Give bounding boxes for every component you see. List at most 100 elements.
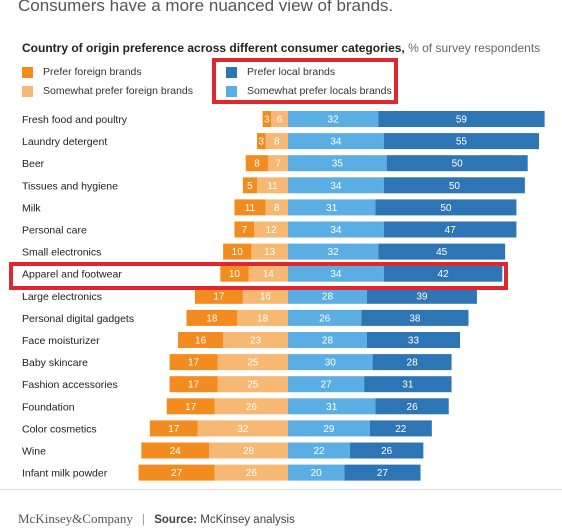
bar-color-cosmetics-somewhat-prefer-locals-brands	[288, 420, 370, 437]
bar-foundation-prefer-foreign-brands	[166, 398, 215, 415]
bar-color-cosmetics-prefer-local-brands	[369, 420, 432, 437]
source-label: Source:	[154, 514, 198, 526]
bar-small-electronics-prefer-foreign-brands	[223, 243, 252, 260]
bar-fresh-food-and-poultry-somewhat-prefer-locals-brands	[288, 111, 379, 127]
legend-prefer-foreign: Prefer foreign brands	[22, 65, 142, 79]
legend-prefer-local: Prefer local brands	[226, 65, 335, 79]
value-label-infant-milk-powder-somewhat-prefer-locals-brands: 20	[311, 468, 323, 479]
bar-personal-care-somewhat-prefer-locals-brands	[288, 221, 384, 238]
bar-face-moisturizer-prefer-foreign-brands	[178, 332, 224, 348]
bar-fresh-food-and-poultry-prefer-foreign-brands	[262, 111, 272, 127]
value-label-color-cosmetics-prefer-foreign-brands: 17	[168, 424, 180, 435]
category-label-color-cosmetics: Color cosmetics	[22, 423, 97, 435]
value-label-fashion-accessories-somewhat-prefer-foreign-brands: 25	[247, 380, 259, 391]
category-label-personal-digital-gadgets: Personal digital gadgets	[22, 313, 134, 325]
value-label-face-moisturizer-prefer-local-brands: 33	[408, 336, 420, 347]
category-label-infant-milk-powder: Infant milk powder	[22, 468, 108, 480]
bar-tissues-and-hygiene-somewhat-prefer-locals-brands	[288, 177, 384, 194]
value-label-small-electronics-somewhat-prefer-locals-brands: 32	[328, 247, 340, 258]
category-label-face-moisturizer: Face moisturizer	[22, 335, 100, 347]
legend-somewhat-foreign: Somewhat prefer foreign brands	[22, 84, 193, 98]
value-label-beer-prefer-local-brands: 50	[452, 159, 464, 170]
value-label-fresh-food-and-poultry-prefer-foreign-brands: 3	[264, 115, 270, 126]
value-label-milk-prefer-local-brands: 50	[440, 203, 452, 214]
bar-face-moisturizer-prefer-local-brands	[366, 332, 461, 348]
value-label-infant-milk-powder-somewhat-prefer-foreign-brands: 26	[246, 468, 258, 479]
bar-small-electronics-somewhat-prefer-locals-brands	[288, 243, 379, 260]
value-label-small-electronics-somewhat-prefer-foreign-brands: 13	[264, 247, 276, 258]
value-label-color-cosmetics-somewhat-prefer-locals-brands: 29	[323, 424, 335, 435]
category-label-wine: Wine	[22, 446, 46, 458]
bar-infant-milk-powder-somewhat-prefer-foreign-brands	[214, 464, 288, 481]
value-label-apparel-and-footwear-prefer-local-brands: 42	[438, 269, 450, 280]
bar-foundation-prefer-local-brands	[375, 398, 449, 415]
chart-title: Country of origin preference across diff…	[22, 41, 405, 55]
value-label-laundry-detergent-somewhat-prefer-locals-brands: 34	[330, 137, 342, 148]
value-label-infant-milk-powder-prefer-foreign-brands: 27	[171, 468, 183, 479]
value-label-large-electronics-somewhat-prefer-foreign-brands: 16	[260, 291, 272, 302]
value-label-milk-somewhat-prefer-foreign-brands: 8	[274, 203, 280, 214]
category-label-fresh-food-and-poultry: Fresh food and poultry	[22, 114, 128, 126]
bar-fashion-accessories-somewhat-prefer-foreign-brands	[217, 376, 288, 393]
value-label-wine-somewhat-prefer-foreign-brands: 28	[243, 446, 255, 457]
bar-personal-digital-gadgets-prefer-local-brands	[361, 309, 469, 326]
value-label-apparel-and-footwear-somewhat-prefer-locals-brands: 34	[330, 269, 342, 280]
legend-swatch-prefer-local	[226, 66, 237, 78]
value-label-face-moisturizer-somewhat-prefer-foreign-brands: 23	[250, 336, 262, 347]
bar-tissues-and-hygiene-prefer-foreign-brands	[242, 177, 257, 194]
value-label-foundation-somewhat-prefer-locals-brands: 31	[326, 402, 338, 413]
value-label-fashion-accessories-prefer-local-brands: 31	[402, 380, 414, 391]
value-label-laundry-detergent-prefer-foreign-brands: 3	[258, 137, 264, 148]
bar-infant-milk-powder-somewhat-prefer-locals-brands	[288, 464, 345, 481]
value-label-foundation-prefer-local-brands: 26	[407, 402, 419, 413]
legend-label-prefer-foreign: Prefer foreign brands	[43, 66, 142, 78]
bar-personal-digital-gadgets-prefer-foreign-brands	[186, 309, 238, 326]
chart-unit: % of survey respondents	[408, 41, 541, 55]
legend-highlight-box	[212, 58, 398, 104]
value-label-beer-somewhat-prefer-locals-brands: 35	[332, 159, 344, 170]
value-label-wine-prefer-foreign-brands: 24	[170, 446, 182, 457]
chart-subtitle: Country of origin preference across diff…	[22, 41, 540, 55]
value-label-milk-somewhat-prefer-locals-brands: 31	[326, 203, 338, 214]
bar-color-cosmetics-prefer-foreign-brands	[149, 420, 198, 437]
legend-swatch-prefer-foreign	[22, 66, 33, 78]
footer-separator: |	[142, 514, 146, 526]
mckinsey-logo: McKinsey&Company	[18, 511, 133, 526]
bar-fresh-food-and-poultry-somewhat-prefer-foreign-brands	[271, 111, 288, 127]
bar-fresh-food-and-poultry-prefer-local-brands	[378, 111, 545, 127]
bar-face-moisturizer-somewhat-prefer-locals-brands	[288, 332, 367, 348]
bar-wine-prefer-foreign-brands	[141, 442, 210, 459]
bar-baby-skincare-prefer-local-brands	[372, 354, 452, 371]
value-label-large-electronics-prefer-foreign-brands: 17	[213, 291, 225, 302]
bar-laundry-detergent-somewhat-prefer-locals-brands	[288, 133, 384, 150]
value-label-laundry-detergent-somewhat-prefer-foreign-brands: 8	[274, 137, 280, 148]
value-label-laundry-detergent-prefer-local-brands: 55	[456, 137, 468, 148]
bar-personal-digital-gadgets-somewhat-prefer-locals-brands	[288, 309, 362, 326]
bar-baby-skincare-somewhat-prefer-locals-brands	[288, 354, 373, 371]
bar-color-cosmetics-somewhat-prefer-foreign-brands	[197, 420, 288, 437]
bar-apparel-and-footwear-somewhat-prefer-foreign-brands	[248, 265, 288, 282]
bar-milk-somewhat-prefer-foreign-brands	[265, 199, 288, 216]
value-label-apparel-and-footwear-prefer-foreign-brands: 10	[229, 269, 241, 280]
bar-large-electronics-somewhat-prefer-foreign-brands	[242, 287, 288, 304]
bar-milk-prefer-foreign-brands	[234, 199, 266, 216]
value-label-personal-digital-gadgets-somewhat-prefer-foreign-brands: 18	[257, 313, 269, 324]
value-label-fashion-accessories-prefer-foreign-brands: 17	[188, 380, 200, 391]
bar-large-electronics-prefer-local-brands	[366, 287, 477, 304]
legend-label-prefer-local: Prefer local brands	[247, 66, 336, 78]
bar-tissues-and-hygiene-somewhat-prefer-foreign-brands	[256, 177, 288, 194]
value-label-large-electronics-somewhat-prefer-locals-brands: 28	[322, 291, 334, 302]
category-label-tissues-and-hygiene: Tissues and hygiene	[22, 180, 118, 192]
bar-fashion-accessories-somewhat-prefer-locals-brands	[288, 376, 365, 393]
value-label-large-electronics-prefer-local-brands: 39	[416, 291, 428, 302]
value-label-foundation-prefer-foreign-brands: 17	[185, 402, 197, 413]
bar-apparel-and-footwear-prefer-local-brands	[383, 265, 503, 282]
bar-baby-skincare-prefer-foreign-brands	[169, 354, 218, 371]
value-label-small-electronics-prefer-local-brands: 45	[436, 247, 448, 258]
bar-milk-prefer-local-brands	[375, 199, 517, 216]
legend-swatch-somewhat-local	[226, 85, 237, 97]
value-label-wine-somewhat-prefer-locals-brands: 22	[313, 446, 325, 457]
bar-personal-care-somewhat-prefer-foreign-brands	[254, 221, 288, 238]
value-label-tissues-and-hygiene-prefer-foreign-brands: 5	[247, 181, 253, 192]
value-label-fashion-accessories-somewhat-prefer-locals-brands: 27	[321, 380, 333, 391]
